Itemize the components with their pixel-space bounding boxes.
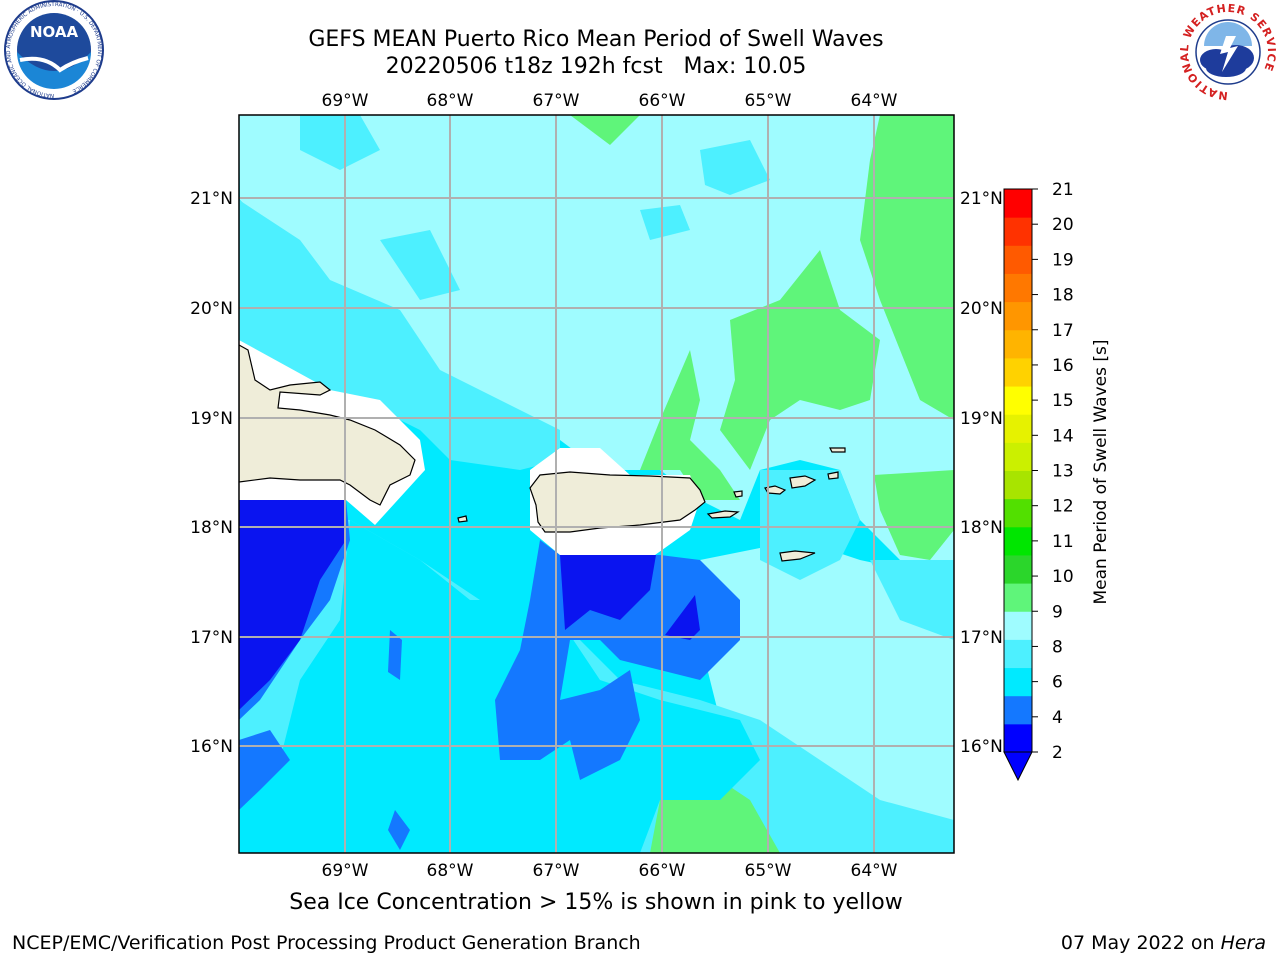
- footer-date: 07 May 2022 on Hera: [1061, 932, 1266, 954]
- lon-label: 69°W: [322, 91, 369, 111]
- colorbar-tick-label: 6: [1052, 673, 1063, 693]
- nws-logo: NATIONAL WEATHER SERVICE: [1178, 2, 1278, 102]
- colorbar-segment: [1004, 245, 1032, 274]
- longitude-labels-top: 69°W 68°W 67°W 66°W 65°W 64°W: [322, 91, 898, 111]
- noaa-logo-text: NOAA: [30, 23, 79, 41]
- colorbar-segment: [1004, 526, 1032, 556]
- chart-title-line1: GEFS MEAN Puerto Rico Mean Period of Swe…: [308, 27, 884, 52]
- colorbar-extend-arrow: [1003, 751, 1033, 782]
- colorbar-segment: [1004, 386, 1032, 415]
- colorbar-segments: [1003, 188, 1033, 753]
- colorbar-tick-label: 20: [1052, 215, 1074, 235]
- map-frame: [238, 114, 955, 854]
- colorbar-tick-label: 18: [1052, 286, 1074, 306]
- lon-label: 65°W: [745, 91, 792, 111]
- colorbar-tick-label: 2: [1052, 743, 1063, 763]
- lon-label: 65°W: [745, 861, 792, 881]
- lat-label: 20°N: [960, 299, 1003, 319]
- colorbar-tick-label: 4: [1052, 708, 1063, 728]
- lat-label: 16°N: [960, 737, 1003, 757]
- colorbar-segment: [1004, 301, 1032, 331]
- colorbar-segment: [1004, 611, 1032, 640]
- footer-date-text: 07 May 2022 on: [1060, 932, 1221, 954]
- colorbar-tick-label: 14: [1052, 426, 1074, 446]
- colorbar-segment: [1004, 723, 1032, 753]
- colorbar-segment: [1004, 498, 1032, 528]
- colorbar-segment: [1004, 217, 1032, 246]
- chart-title-line2: 20220506 t18z 192h fcst Max: 10.05: [385, 54, 807, 79]
- lon-label: 64°W: [851, 861, 898, 881]
- lon-label: 68°W: [427, 91, 474, 111]
- colorbar-segment: [1004, 554, 1032, 584]
- colorbar-segment: [1004, 442, 1032, 471]
- lat-label: 19°N: [960, 409, 1003, 429]
- lat-label: 20°N: [190, 299, 233, 319]
- lat-label: 21°N: [190, 189, 233, 209]
- colorbar-segment: [1004, 357, 1032, 387]
- colorbar-segment: [1004, 414, 1032, 443]
- lon-label: 69°W: [322, 861, 369, 881]
- colorbar-segment: [1004, 329, 1032, 359]
- map-gridlines: [239, 115, 954, 853]
- lat-label: 19°N: [190, 409, 233, 429]
- footer-branch: NCEP/EMC/Verification Post Processing Pr…: [12, 932, 641, 954]
- lat-label: 17°N: [960, 628, 1003, 648]
- colorbar-tick-label: 8: [1052, 637, 1063, 657]
- colorbar-segment: [1004, 470, 1032, 500]
- latitude-labels-right: 21°N 20°N 19°N 18°N 17°N 16°N: [960, 189, 1003, 757]
- colorbar: 21 20 19 18 17 16 15 14 13 12 11 10 9 8 6 4 2 Mean Perio…: [1003, 180, 1111, 782]
- lat-label: 17°N: [190, 628, 233, 648]
- lat-label: 18°N: [190, 518, 233, 538]
- colorbar-segment: [1004, 695, 1032, 725]
- colorbar-segment: [1004, 583, 1032, 612]
- colorbar-segment: [1004, 189, 1032, 218]
- colorbar-tick-label: 17: [1052, 321, 1074, 341]
- colorbar-tick-label: 12: [1052, 497, 1074, 517]
- lat-label: 21°N: [960, 189, 1003, 209]
- longitude-labels-bottom: 69°W 68°W 67°W 66°W 65°W 64°W: [322, 861, 898, 881]
- colorbar-tick-label: 19: [1052, 250, 1074, 270]
- colorbar-tick-label: 11: [1052, 532, 1074, 552]
- colorbar-tick-label: 15: [1052, 391, 1074, 411]
- lon-label: 67°W: [533, 861, 580, 881]
- lat-label: 16°N: [190, 737, 233, 757]
- colorbar-tick-label: 13: [1052, 462, 1074, 482]
- colorbar-segment: [1004, 639, 1032, 669]
- colorbar-ticks: 21 20 19 18 17 16 15 14 13 12 11 10 9 8 6 4 2: [1032, 180, 1074, 763]
- noaa-logo: NOAA NATIONAL OCEANIC AND ATMOSPHERIC AD…: [4, 0, 104, 100]
- latitude-labels-left: 21°N 20°N 19°N 18°N 17°N 16°N: [190, 189, 233, 757]
- lat-label: 18°N: [960, 518, 1003, 538]
- sea-ice-note: Sea Ice Concentration > 15% is shown in …: [289, 890, 903, 915]
- lon-label: 66°W: [639, 861, 686, 881]
- colorbar-segment: [1004, 667, 1032, 697]
- lon-label: 68°W: [427, 861, 474, 881]
- colorbar-label: Mean Period of Swell Waves [s]: [1091, 340, 1111, 605]
- colorbar-tick-label: 21: [1052, 180, 1074, 200]
- lon-label: 67°W: [533, 91, 580, 111]
- colorbar-tick-label: 16: [1052, 356, 1074, 376]
- colorbar-tick-label: 10: [1052, 567, 1074, 587]
- footer-machine: Hera: [1220, 932, 1266, 954]
- swell-period-contours: [239, 115, 954, 853]
- colorbar-segment: [1004, 273, 1032, 303]
- lon-label: 64°W: [851, 91, 898, 111]
- lon-label: 66°W: [639, 91, 686, 111]
- colorbar-tick-label: 9: [1052, 602, 1063, 622]
